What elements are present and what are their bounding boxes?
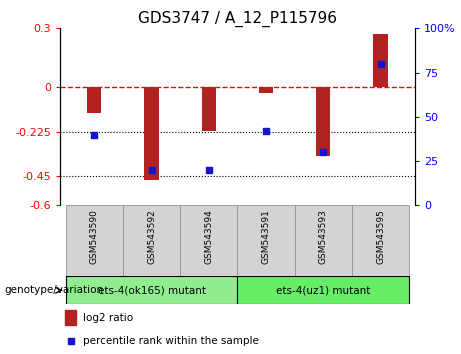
- Bar: [144, 87, 159, 180]
- Bar: [87, 87, 101, 113]
- Point: [377, 61, 384, 67]
- Bar: [259, 87, 273, 93]
- Text: ets-4(uz1) mutant: ets-4(uz1) mutant: [276, 285, 371, 295]
- Point: [148, 167, 155, 173]
- Point: [262, 128, 270, 134]
- Bar: [295, 205, 352, 276]
- Text: percentile rank within the sample: percentile rank within the sample: [83, 336, 259, 346]
- Text: GSM543591: GSM543591: [261, 209, 271, 264]
- Bar: [65, 310, 76, 325]
- Bar: [65, 205, 123, 276]
- Text: GSM543592: GSM543592: [147, 209, 156, 264]
- Text: GSM543595: GSM543595: [376, 209, 385, 264]
- Title: GDS3747 / A_12_P115796: GDS3747 / A_12_P115796: [138, 11, 337, 27]
- Bar: [201, 87, 216, 131]
- Bar: [373, 34, 388, 87]
- Point: [91, 132, 98, 137]
- Bar: [123, 205, 180, 276]
- Point: [67, 338, 74, 344]
- Bar: [316, 87, 331, 156]
- Bar: [65, 276, 237, 304]
- Text: GSM543593: GSM543593: [319, 209, 328, 264]
- Text: GSM543594: GSM543594: [204, 209, 213, 264]
- Bar: [180, 205, 237, 276]
- Text: log2 ratio: log2 ratio: [83, 313, 133, 322]
- Point: [319, 149, 327, 155]
- Bar: [237, 276, 409, 304]
- Text: genotype/variation: genotype/variation: [5, 285, 104, 295]
- Bar: [352, 205, 409, 276]
- Point: [205, 167, 213, 173]
- Text: ets-4(ok165) mutant: ets-4(ok165) mutant: [98, 285, 206, 295]
- Text: GSM543590: GSM543590: [90, 209, 99, 264]
- Bar: [237, 205, 295, 276]
